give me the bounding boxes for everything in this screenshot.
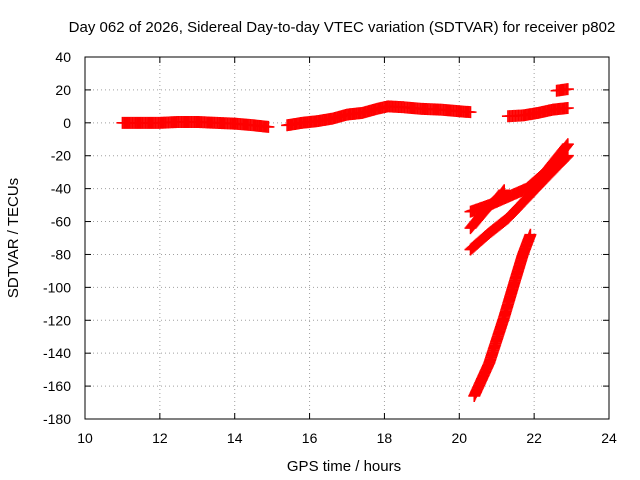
series-arc-7	[464, 149, 574, 256]
data-point	[561, 83, 574, 96]
y-tick-label: -140	[43, 345, 71, 361]
x-tick-label: 14	[227, 430, 243, 446]
y-tick-label: -120	[43, 312, 71, 328]
data-point	[560, 150, 573, 163]
data-point	[561, 138, 574, 151]
y-tick-label: -80	[51, 246, 71, 262]
y-tick-label: 40	[55, 49, 71, 65]
y-tick-label: 20	[55, 82, 71, 98]
series-arc-3	[501, 102, 574, 123]
plot-frame	[84, 56, 610, 420]
y-tick-label: -40	[51, 181, 71, 197]
y-tick-label: -100	[43, 279, 71, 295]
y-axis-label: SDTVAR / TECUs	[5, 178, 22, 298]
x-axis-label: GPS time / hours	[287, 458, 401, 475]
series-arc-1	[116, 115, 275, 133]
data-point	[561, 149, 574, 162]
y-tick-label: -60	[51, 214, 71, 230]
x-tick-label: 18	[377, 430, 393, 446]
data-point	[524, 228, 537, 241]
data-point	[561, 102, 574, 115]
data-point	[262, 120, 275, 133]
data-point	[558, 152, 571, 165]
series-arc-2	[281, 100, 477, 132]
axis-ticks: 10 12 14 16 18 20 22 24 40 20 0 -20 -40 -60 -80 -100 -12…	[43, 49, 617, 446]
series-arc-4	[550, 83, 574, 97]
data-point	[464, 106, 477, 119]
y-tick-label: -180	[43, 411, 71, 427]
x-tick-label: 22	[526, 430, 542, 446]
data-points	[116, 83, 574, 402]
data-point	[498, 184, 511, 197]
data-point	[560, 139, 573, 152]
series-arc-6	[464, 184, 511, 235]
data-point	[559, 140, 572, 153]
x-tick-label: 20	[451, 430, 467, 446]
x-tick-label: 10	[77, 430, 93, 446]
data-point	[559, 151, 572, 164]
chart-title: Day 062 of 2026, Sidereal Day-to-day VTE…	[69, 19, 616, 36]
x-tick-label: 24	[601, 430, 617, 446]
x-tick-label: 12	[152, 430, 168, 446]
series-arc-8	[468, 228, 537, 402]
x-tick-label: 16	[302, 430, 318, 446]
y-tick-label: -160	[43, 378, 71, 394]
y-tick-label: 0	[63, 115, 71, 131]
y-tick-label: -20	[51, 148, 71, 164]
